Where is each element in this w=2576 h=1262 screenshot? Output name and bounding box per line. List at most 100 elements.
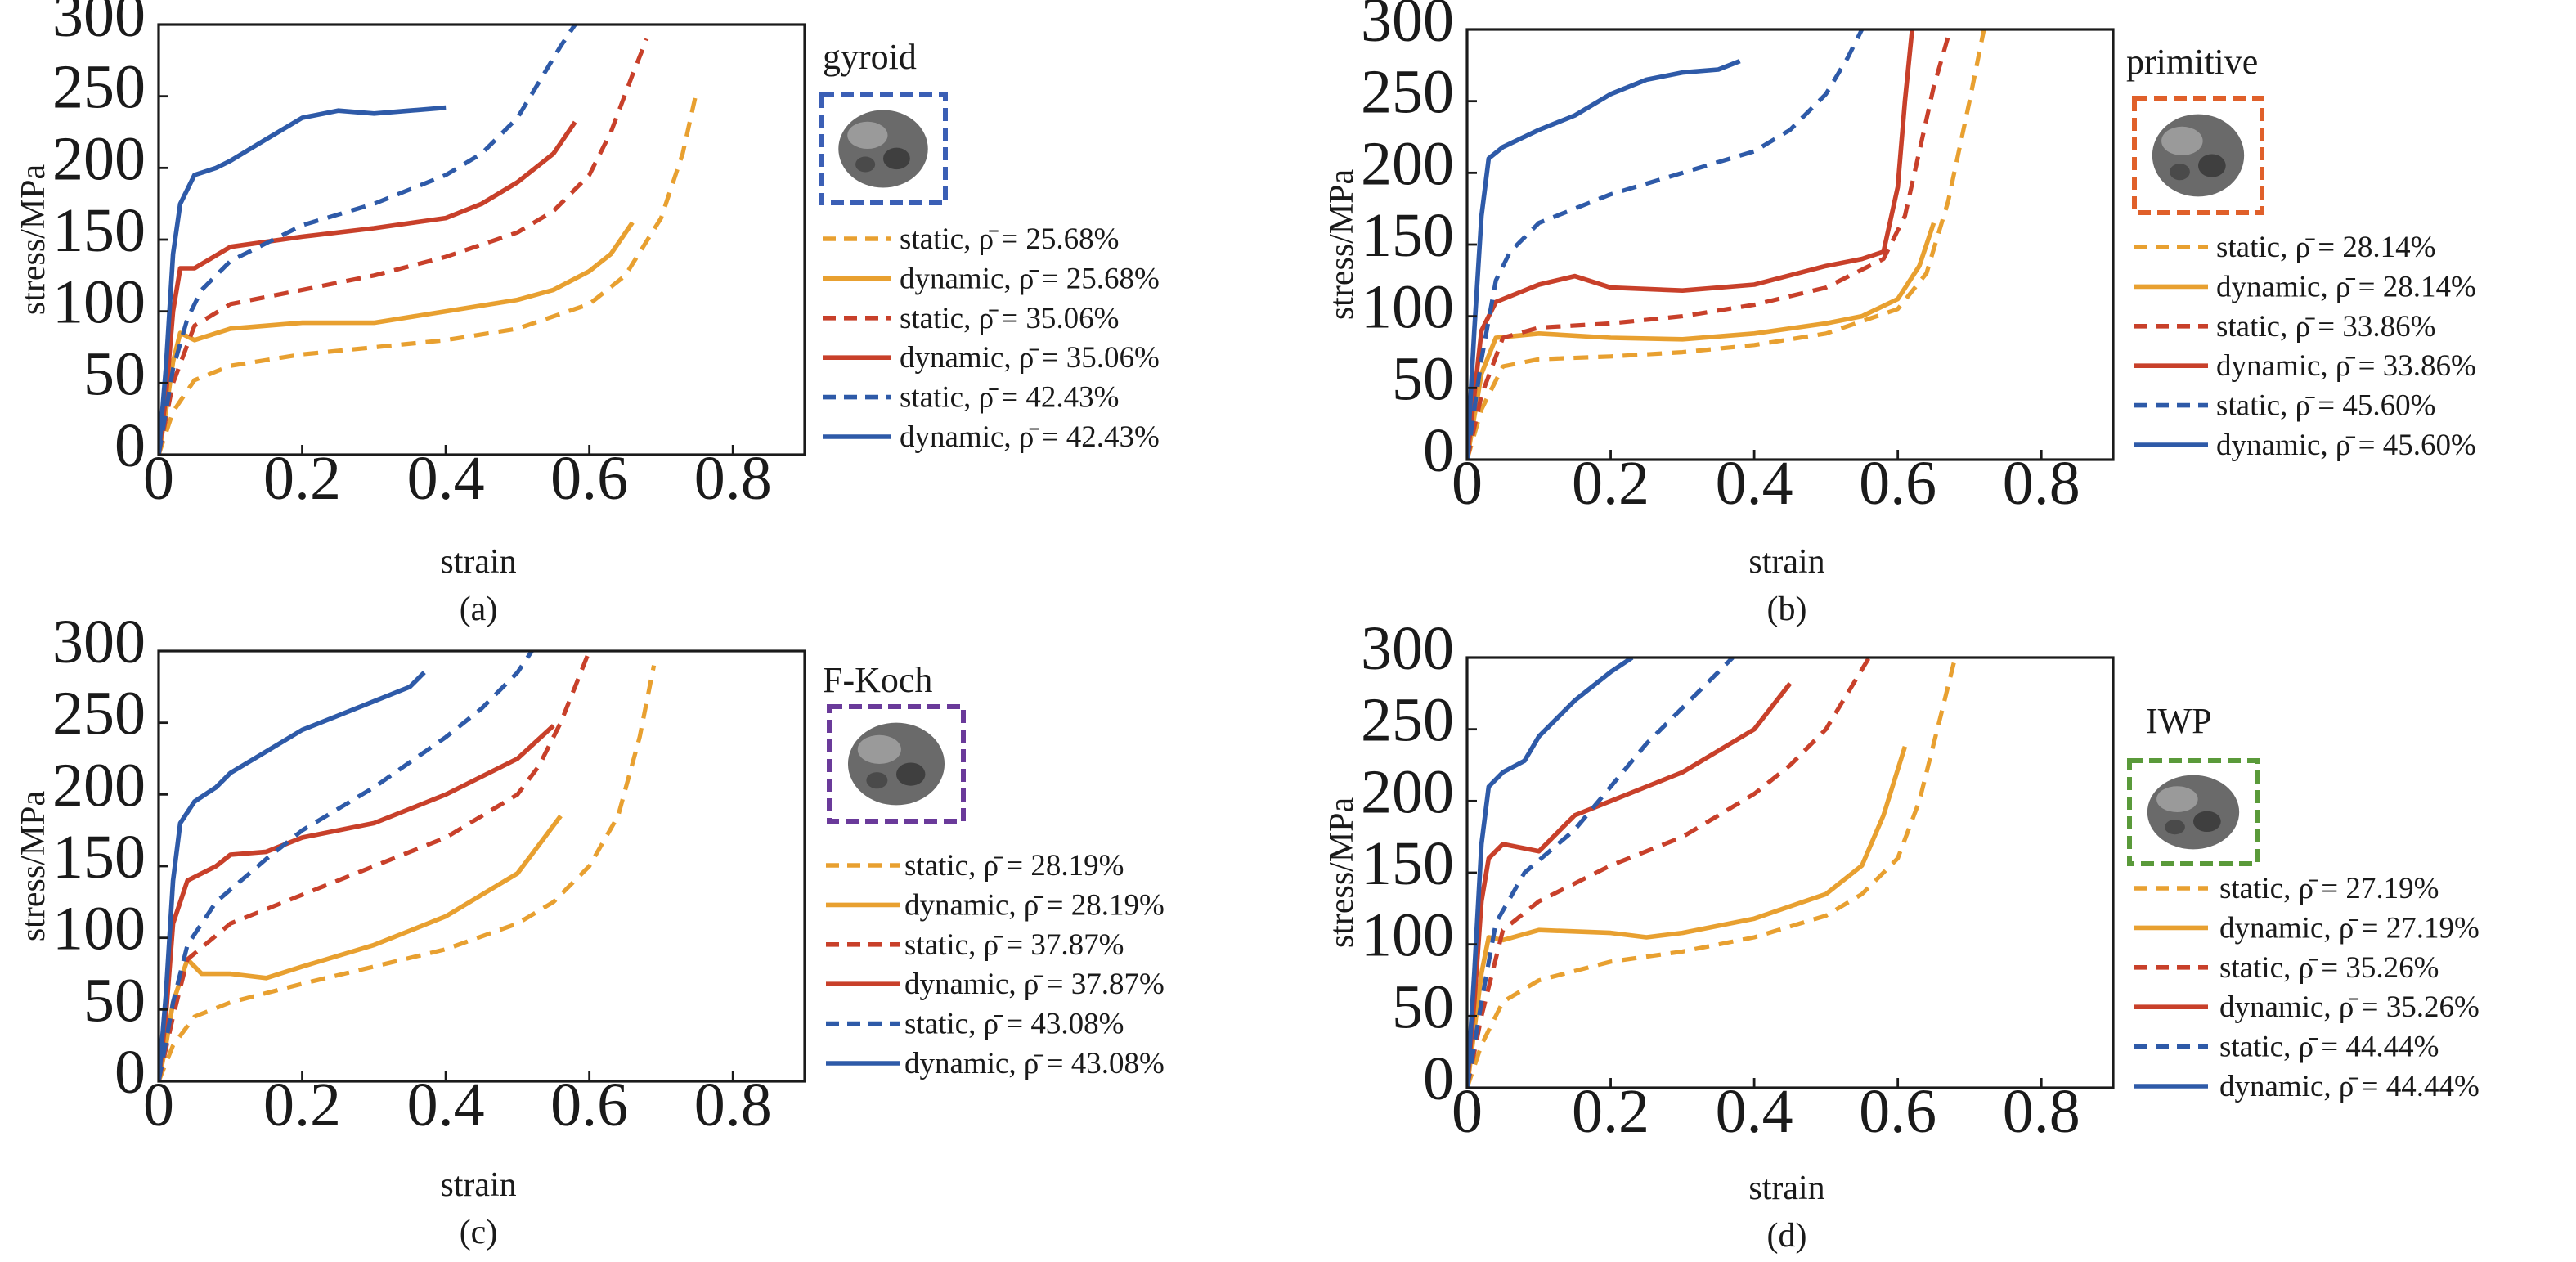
panel-label: (b)	[1767, 591, 1807, 628]
x-axis-title: strain	[1748, 543, 1824, 581]
x-tick-label: 0.8	[2003, 449, 2080, 518]
y-tick-label: 150	[52, 196, 146, 265]
y-axis-title: stress/MPa	[1323, 168, 1361, 320]
legend-entry: static, ρ̄ = 27.19%	[2219, 872, 2439, 905]
series-group	[1467, 658, 1958, 1088]
legend-entry: static, ρ̄ = 45.60%	[2216, 389, 2436, 423]
series-line-dynamic-5	[1467, 658, 1634, 1088]
y-tick-label: 150	[1361, 829, 1454, 898]
series-line-static-0	[159, 88, 699, 455]
thumbnail-hole	[2198, 154, 2226, 177]
series-line-static-4	[159, 651, 534, 1081]
y-axis-title: stress/MPa	[15, 790, 52, 941]
legend-entry: static, ρ̄ = 28.19%	[904, 849, 1124, 883]
plot-frame	[1465, 28, 2115, 461]
thumbnail-highlight	[857, 734, 901, 764]
legend-entry: static, ρ̄ = 37.87%	[904, 928, 1124, 962]
y-tick-label: 200	[52, 751, 146, 820]
thumbnail-body	[847, 722, 945, 806]
y-tick-label: 50	[1392, 344, 1454, 413]
y-tick-label: 300	[1361, 614, 1454, 683]
legend: static, ρ̄ = 28.19% dynamic, ρ̄ = 28.19% s…	[826, 849, 1165, 1080]
y-tick-label: 100	[1361, 273, 1454, 342]
thumbnail-hole	[2165, 820, 2185, 835]
series-line-dynamic-5	[159, 671, 426, 1081]
structure-thumbnail	[2132, 96, 2264, 215]
series-group	[159, 25, 699, 455]
x-tick-label: 0.8	[2003, 1077, 2080, 1146]
y-tick-label: 250	[52, 680, 146, 748]
x-tick-label: 0.4	[1716, 1077, 1793, 1146]
x-tick-label: 0.8	[694, 1071, 772, 1139]
legend-entry: dynamic, ρ̄ = 28.19%	[904, 888, 1165, 922]
x-axis-title: strain	[1748, 1170, 1824, 1207]
x-axis-title: strain	[440, 543, 516, 581]
legend-entry: static, ρ̄ = 33.86%	[2216, 310, 2436, 344]
plot-frame	[1465, 656, 2115, 1089]
plot-frame	[157, 23, 806, 456]
y-tick-label: 0	[1423, 416, 1454, 485]
thumbnail-highlight	[2156, 786, 2198, 813]
legend: static, ρ̄ = 28.14% dynamic, ρ̄ = 28.14% s…	[2134, 231, 2476, 462]
y-tick-label: 300	[52, 0, 146, 50]
x-tick-label: 0.2	[1572, 449, 1649, 518]
panel-label: (d)	[1767, 1217, 1807, 1255]
series-line-static-2	[1467, 658, 1871, 1088]
y-tick-label: 150	[1361, 201, 1454, 270]
series-line-dynamic-1	[159, 221, 635, 455]
x-tick-label: 0.4	[1716, 449, 1793, 518]
legend-entry: dynamic, ρ̄ = 28.14%	[2216, 270, 2476, 303]
series-line-dynamic-3	[159, 120, 577, 455]
y-tick-label: 250	[52, 53, 146, 122]
y-axis-title: stress/MPa	[1323, 797, 1361, 948]
x-tick-label: 0.8	[694, 444, 772, 513]
y-tick-label: 100	[52, 268, 146, 337]
series-line-static-2	[159, 38, 649, 455]
thumbnail-hole	[2193, 811, 2221, 833]
y-tick-label: 150	[52, 823, 146, 891]
structure-name: primitive	[2126, 42, 2258, 82]
legend: static, ρ̄ = 25.68% dynamic, ρ̄ = 25.68% s…	[823, 222, 1160, 454]
thumbnail-hole	[866, 772, 888, 789]
legend-entry: dynamic, ρ̄ = 33.86%	[2216, 349, 2476, 383]
y-axis-title: stress/MPa	[15, 164, 52, 315]
thumbnail-hole	[883, 147, 910, 170]
y-tick-label: 200	[52, 124, 146, 193]
legend-entry: dynamic, ρ̄ = 45.60%	[2216, 429, 2476, 462]
y-tick-label: 50	[1392, 972, 1454, 1041]
y-tick-label: 100	[1361, 901, 1454, 970]
y-tick-label: 0	[114, 1038, 146, 1107]
y-tick-label: 200	[1361, 129, 1454, 198]
y-tick-label: 100	[52, 895, 146, 963]
structure-thumbnail	[827, 704, 966, 824]
x-tick-label: 0.6	[1859, 1077, 1936, 1146]
series-line-static-4	[1467, 29, 1865, 460]
legend-entry: dynamic, ρ̄ = 35.06%	[900, 341, 1160, 375]
thumbnail-hole	[896, 762, 926, 786]
series-line-static-2	[1467, 36, 1950, 460]
legend-entry: static, ρ̄ = 35.06%	[900, 302, 1120, 335]
structure-thumbnail	[2127, 758, 2260, 866]
x-tick-label: 0.6	[1859, 449, 1936, 518]
x-tick-label: 0.6	[550, 1071, 628, 1139]
x-tick-label: 0.2	[263, 444, 341, 513]
series-line-static-4	[1467, 658, 1735, 1088]
x-tick-label: 0	[1452, 449, 1483, 518]
y-tick-label: 0	[1423, 1044, 1454, 1113]
legend-entry: dynamic, ρ̄ = 42.43%	[900, 420, 1160, 454]
legend-entry: dynamic, ρ̄ = 44.44%	[2219, 1070, 2480, 1103]
x-tick-label: 0.4	[407, 444, 485, 513]
legend-entry: dynamic, ρ̄ = 25.68%	[900, 262, 1160, 295]
y-tick-label: 250	[1361, 686, 1454, 755]
legend-entry: dynamic, ρ̄ = 35.26%	[2219, 990, 2480, 1024]
thumbnail-hole	[2170, 164, 2190, 181]
thumbnail-hole	[855, 156, 876, 173]
x-tick-label: 0.2	[1572, 1077, 1649, 1146]
y-tick-label: 200	[1361, 757, 1454, 826]
plot-frame	[157, 649, 806, 1083]
series-group	[1467, 29, 1986, 460]
